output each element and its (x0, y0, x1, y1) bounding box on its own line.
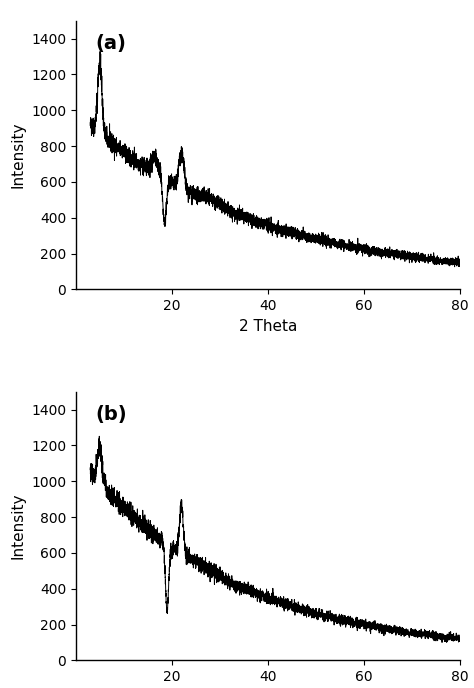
Y-axis label: Intensity: Intensity (10, 493, 26, 559)
Text: (a): (a) (95, 34, 126, 53)
Y-axis label: Intensity: Intensity (10, 122, 26, 189)
Text: (b): (b) (95, 405, 127, 424)
X-axis label: 2 Theta: 2 Theta (238, 319, 297, 334)
